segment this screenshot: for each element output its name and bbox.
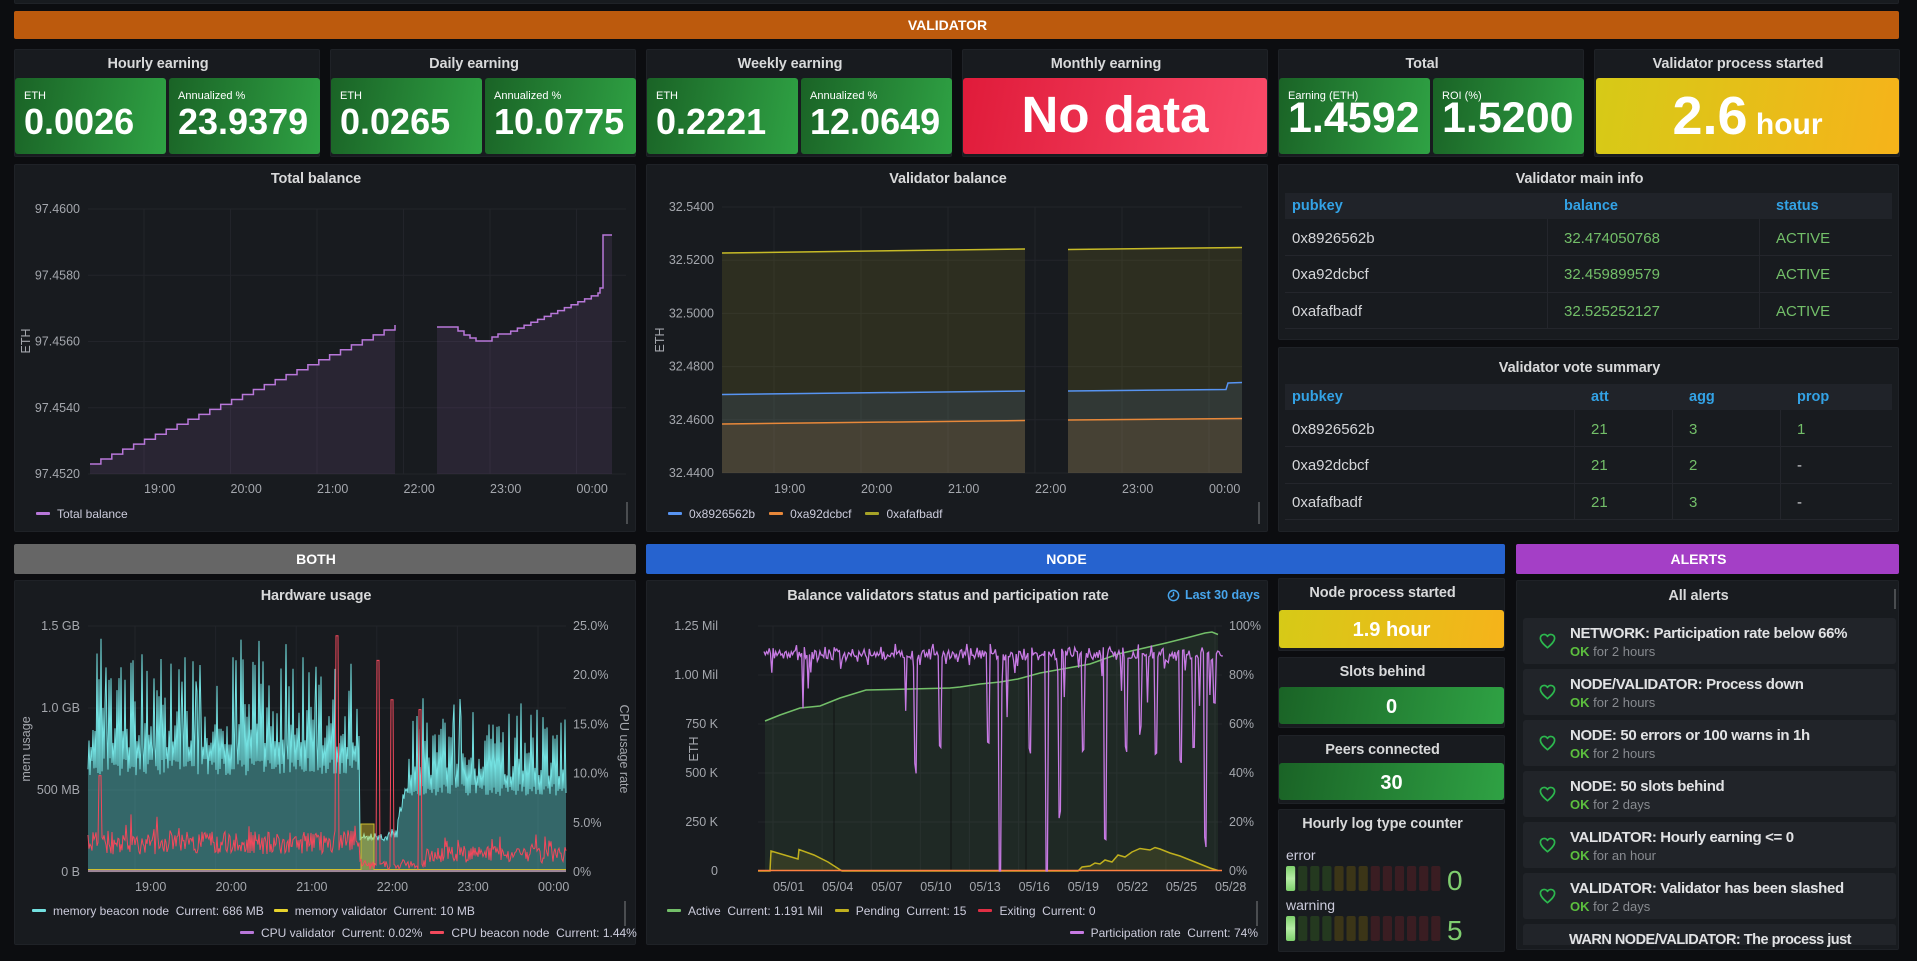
svg-text:00:00: 00:00 bbox=[538, 880, 569, 894]
svg-text:20:00: 20:00 bbox=[231, 482, 262, 496]
svg-text:22:00: 22:00 bbox=[377, 880, 408, 894]
svg-text:23:00: 23:00 bbox=[457, 880, 488, 894]
svg-text:80%: 80% bbox=[1229, 668, 1254, 682]
svg-text:05/13: 05/13 bbox=[969, 880, 1000, 894]
svg-text:15.0%: 15.0% bbox=[573, 717, 608, 731]
svg-text:97.4580: 97.4580 bbox=[35, 268, 80, 282]
svg-text:22:00: 22:00 bbox=[404, 482, 435, 496]
svg-text:05/07: 05/07 bbox=[871, 880, 902, 894]
svg-text:40%: 40% bbox=[1229, 766, 1254, 780]
svg-text:1.00 Mil: 1.00 Mil bbox=[674, 668, 718, 682]
svg-text:20%: 20% bbox=[1229, 815, 1254, 829]
svg-text:ETH: ETH bbox=[19, 329, 33, 354]
svg-text:10.0%: 10.0% bbox=[573, 767, 608, 781]
svg-text:23:00: 23:00 bbox=[490, 482, 521, 496]
svg-text:ETH: ETH bbox=[687, 737, 701, 762]
svg-text:32.4600: 32.4600 bbox=[669, 413, 714, 427]
svg-text:05/25: 05/25 bbox=[1166, 880, 1197, 894]
svg-text:1.0 GB: 1.0 GB bbox=[41, 701, 80, 715]
svg-text:05/16: 05/16 bbox=[1019, 880, 1050, 894]
svg-text:00:00: 00:00 bbox=[577, 482, 608, 496]
svg-text:CPU usage rate: CPU usage rate bbox=[617, 705, 631, 794]
svg-text:05/28: 05/28 bbox=[1215, 880, 1246, 894]
svg-text:20.0%: 20.0% bbox=[573, 668, 608, 682]
svg-text:19:00: 19:00 bbox=[135, 880, 166, 894]
svg-text:750 K: 750 K bbox=[685, 717, 718, 731]
svg-text:32.5000: 32.5000 bbox=[669, 306, 714, 320]
svg-text:500 K: 500 K bbox=[685, 766, 718, 780]
svg-text:0%: 0% bbox=[573, 865, 591, 879]
svg-text:1.5 GB: 1.5 GB bbox=[41, 619, 80, 633]
svg-text:5.0%: 5.0% bbox=[573, 816, 602, 830]
svg-text:97.4540: 97.4540 bbox=[35, 401, 80, 415]
svg-text:05/22: 05/22 bbox=[1117, 880, 1148, 894]
svg-text:25.0%: 25.0% bbox=[573, 619, 608, 633]
svg-text:0 B: 0 B bbox=[61, 865, 80, 879]
svg-text:32.5400: 32.5400 bbox=[669, 200, 714, 214]
svg-text:100%: 100% bbox=[1229, 619, 1261, 633]
svg-text:05/01: 05/01 bbox=[773, 880, 804, 894]
svg-text:21:00: 21:00 bbox=[296, 880, 327, 894]
svg-text:0: 0 bbox=[711, 864, 718, 878]
svg-text:22:00: 22:00 bbox=[1035, 482, 1066, 496]
svg-text:20:00: 20:00 bbox=[216, 880, 247, 894]
svg-text:00:00: 00:00 bbox=[1209, 482, 1240, 496]
svg-text:19:00: 19:00 bbox=[774, 482, 805, 496]
svg-text:97.4560: 97.4560 bbox=[35, 335, 80, 349]
svg-text:mem usage: mem usage bbox=[19, 716, 33, 781]
svg-text:1.25 Mil: 1.25 Mil bbox=[674, 619, 718, 633]
svg-text:97.4520: 97.4520 bbox=[35, 467, 80, 481]
svg-text:20:00: 20:00 bbox=[861, 482, 892, 496]
svg-text:21:00: 21:00 bbox=[317, 482, 348, 496]
svg-text:32.5200: 32.5200 bbox=[669, 253, 714, 267]
svg-text:19:00: 19:00 bbox=[144, 482, 175, 496]
svg-text:60%: 60% bbox=[1229, 717, 1254, 731]
svg-text:05/10: 05/10 bbox=[920, 880, 951, 894]
svg-text:05/04: 05/04 bbox=[822, 880, 853, 894]
svg-text:250 K: 250 K bbox=[685, 815, 718, 829]
svg-text:ETH: ETH bbox=[653, 328, 667, 353]
svg-text:21:00: 21:00 bbox=[948, 482, 979, 496]
svg-text:97.4600: 97.4600 bbox=[35, 202, 80, 216]
svg-text:0%: 0% bbox=[1229, 864, 1247, 878]
svg-text:05/19: 05/19 bbox=[1068, 880, 1099, 894]
svg-text:32.4800: 32.4800 bbox=[669, 360, 714, 374]
svg-text:23:00: 23:00 bbox=[1122, 482, 1153, 496]
svg-text:500 MB: 500 MB bbox=[37, 783, 80, 797]
svg-text:32.4400: 32.4400 bbox=[669, 466, 714, 480]
